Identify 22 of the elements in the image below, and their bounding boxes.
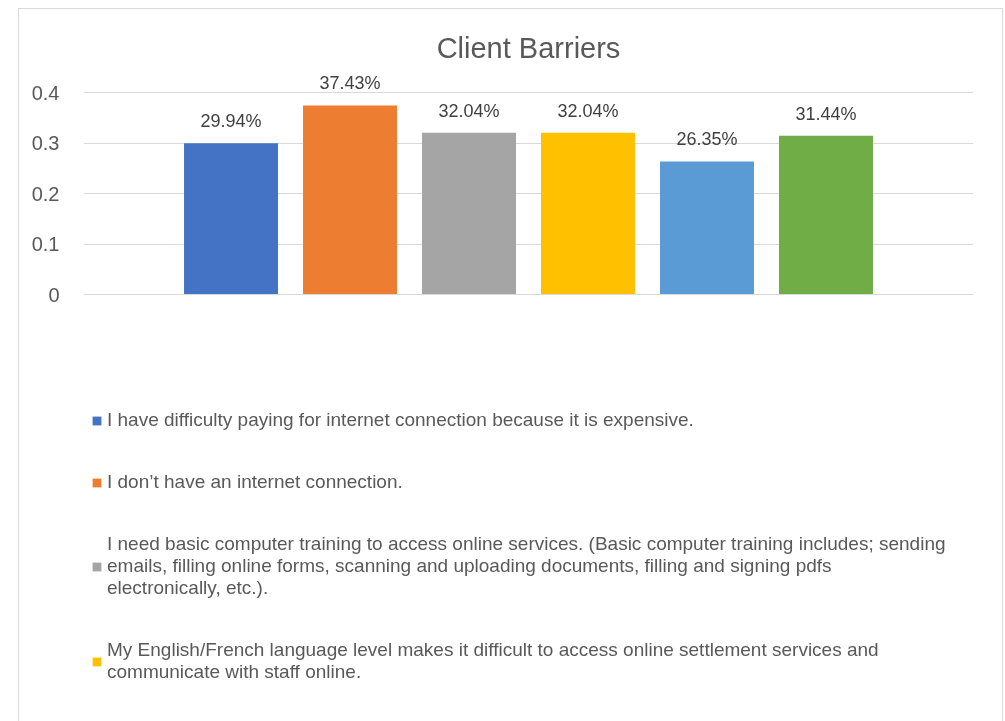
bar	[660, 161, 754, 295]
data-label: 29.94%	[200, 111, 262, 132]
legend-label: I don’t have an internet connection.	[107, 471, 403, 493]
y-tick-label: 0.2	[31, 182, 60, 205]
y-tick-label: 0	[48, 283, 60, 306]
bar	[541, 132, 635, 295]
data-label: 31.44%	[795, 103, 857, 124]
data-label: 37.43%	[319, 73, 381, 94]
data-label: 26.35%	[676, 129, 738, 150]
legend-label: I need basic computer training to access online services. (Basic computer training includes; sending emails, filling online forms, scanning and uploading documents, filling and signing pdfs electronically, etc.).	[107, 533, 946, 599]
y-tick-label: 0.4	[31, 81, 60, 104]
bar	[422, 132, 516, 295]
bar	[303, 105, 397, 295]
y-tick-label: 0.1	[31, 233, 60, 255]
chart-title: Client Barriers	[436, 31, 621, 64]
legend-label: I have difficulty paying for internet connection because it is expensive.	[107, 409, 694, 431]
y-tick-label: 0.3	[31, 132, 60, 154]
data-label: 32.04%	[557, 100, 619, 121]
data-label: 32.04%	[438, 100, 500, 121]
legend-label: My English/French language level makes it difficult to access online settlement services and communicate with staff online.	[107, 639, 879, 683]
bar	[184, 143, 279, 295]
bar	[778, 135, 873, 295]
